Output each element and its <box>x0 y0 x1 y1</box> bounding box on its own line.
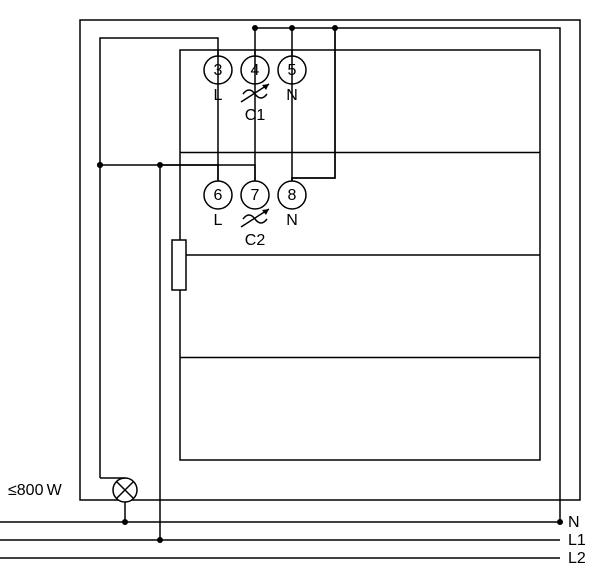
terminal-7-number: 7 <box>251 187 260 204</box>
rail-l2-label: L2 <box>568 550 586 567</box>
terminal-6-number: 6 <box>214 187 223 204</box>
terminal-8-number: 8 <box>288 187 297 204</box>
terminal-block <box>172 240 186 290</box>
power-rating-label: ≤800 W <box>8 482 63 499</box>
outer-enclosure <box>80 20 580 500</box>
rail-n-label: N <box>568 514 580 531</box>
rail-l1-label: L1 <box>568 532 586 549</box>
dimmer-icon <box>243 215 267 223</box>
terminal-8-label: N <box>286 212 298 229</box>
terminal-6-label: L <box>214 212 223 229</box>
c2-caption: C2 <box>245 232 266 249</box>
